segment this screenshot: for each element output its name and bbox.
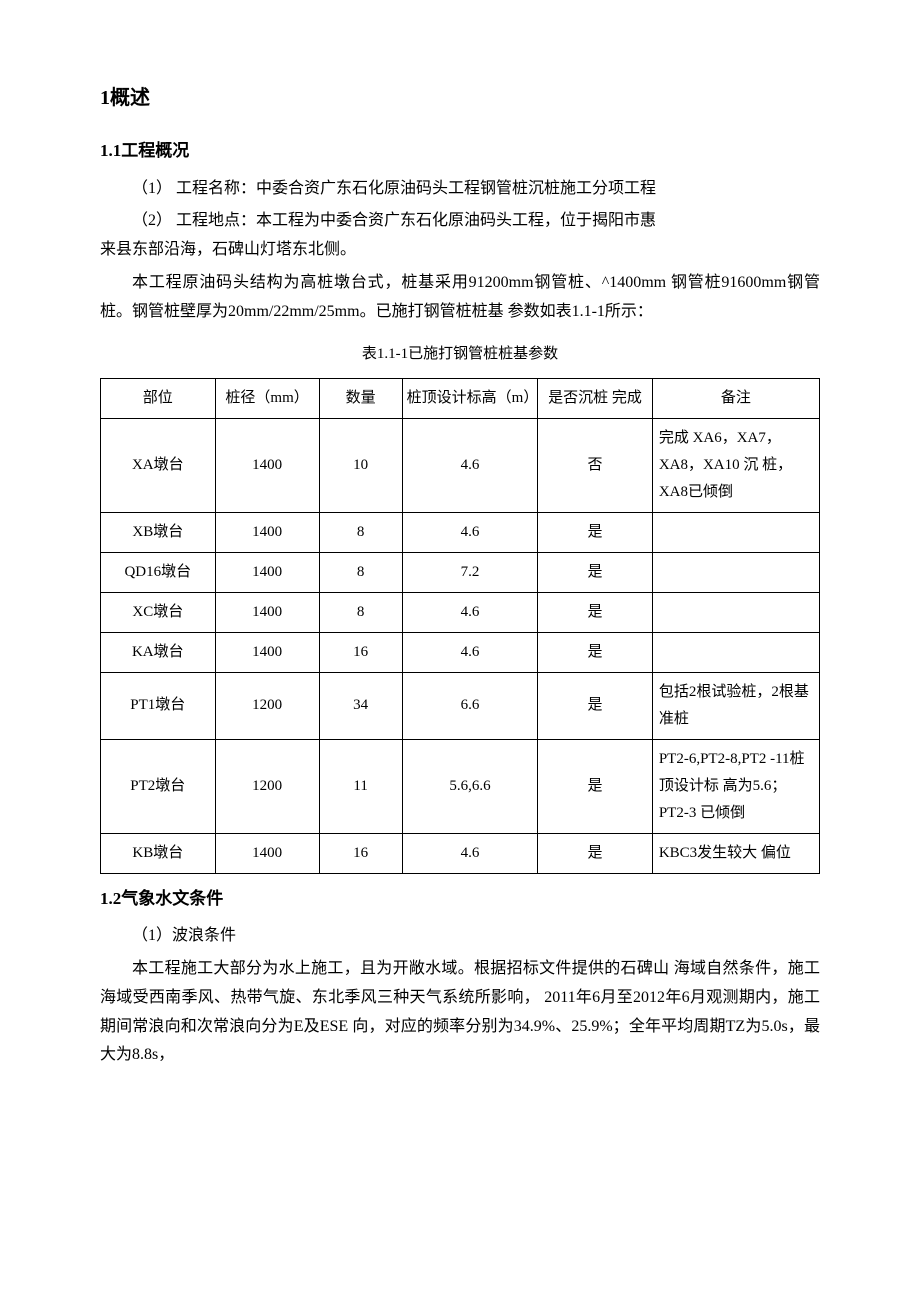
cell-dia: 1400 — [215, 552, 319, 592]
cell-dia: 1400 — [215, 592, 319, 632]
cell-done: 是 — [538, 672, 653, 739]
cell-remark — [652, 512, 819, 552]
heading-project-overview: 1.1工程概况 — [100, 136, 820, 167]
cell-done: 是 — [538, 739, 653, 833]
cell-pos: PT2墩台 — [101, 739, 216, 833]
cell-remark: 包括2根试验桩，2根基准桩 — [652, 672, 819, 739]
cell-pos: PT1墩台 — [101, 672, 216, 739]
cell-top: 4.6 — [402, 592, 538, 632]
cell-remark: PT2-6,PT2-8,PT2 -11桩顶设计标 高为5.6； PT2-3 已倾… — [652, 739, 819, 833]
th-completed: 是否沉桩 完成 — [538, 378, 653, 418]
th-top-elevation: 桩顶设计标高（m） — [402, 378, 538, 418]
cell-top: 7.2 — [402, 552, 538, 592]
cell-pos: QD16墩台 — [101, 552, 216, 592]
pile-parameters-table: 部位 桩径（mm） 数量 桩顶设计标高（m） 是否沉桩 完成 备注 XA墩台 1… — [100, 378, 820, 874]
cell-remark: KBC3发生较大 偏位 — [652, 833, 819, 873]
table-row: KA墩台 1400 16 4.6 是 — [101, 632, 820, 672]
cell-done: 否 — [538, 418, 653, 512]
cell-dia: 1400 — [215, 512, 319, 552]
table-caption: 表1.1-1已施打钢管桩桩基参数 — [100, 341, 820, 368]
cell-qty: 8 — [319, 592, 402, 632]
cell-done: 是 — [538, 512, 653, 552]
table-body: XA墩台 1400 10 4.6 否 完成 XA6，XA7，XA8，XA10 沉… — [101, 418, 820, 873]
cell-pos: KB墩台 — [101, 833, 216, 873]
cell-top: 4.6 — [402, 632, 538, 672]
cell-pos: KA墩台 — [101, 632, 216, 672]
location-line2: 来县东部沿海，石碑山灯塔东北侧。 — [100, 241, 356, 258]
heading-overview: 1概述 — [100, 80, 820, 116]
heading-weather-hydrology: 1.2气象水文条件 — [100, 884, 820, 915]
cell-top: 6.6 — [402, 672, 538, 739]
cell-pos: XC墩台 — [101, 592, 216, 632]
cell-qty: 8 — [319, 512, 402, 552]
para-pile-spec: 本工程原油码头结构为高桩墩台式，桩基采用91200mm钢管桩、^1400mm 钢… — [100, 269, 820, 327]
location-line1: （2） 工程地点：本工程为中委合资广东石化原油码头工程，位于揭阳市惠 — [100, 212, 656, 229]
cell-qty: 16 — [319, 833, 402, 873]
cell-remark — [652, 552, 819, 592]
cell-pos: XA墩台 — [101, 418, 216, 512]
para-project-location: （2） 工程地点：本工程为中委合资广东石化原油码头工程，位于揭阳市惠来县东部沿海… — [100, 207, 820, 265]
cell-dia: 1400 — [215, 418, 319, 512]
cell-done: 是 — [538, 592, 653, 632]
th-diameter: 桩径（mm） — [215, 378, 319, 418]
cell-remark — [652, 592, 819, 632]
cell-qty: 16 — [319, 632, 402, 672]
cell-dia: 1400 — [215, 833, 319, 873]
th-position: 部位 — [101, 378, 216, 418]
para-project-name: （1） 工程名称：中委合资广东石化原油码头工程钢管桩沉桩施工分项工程 — [100, 175, 820, 204]
table-header-row: 部位 桩径（mm） 数量 桩顶设计标高（m） 是否沉桩 完成 备注 — [101, 378, 820, 418]
th-remarks: 备注 — [652, 378, 819, 418]
cell-dia: 1400 — [215, 632, 319, 672]
cell-qty: 34 — [319, 672, 402, 739]
table-row: XC墩台 1400 8 4.6 是 — [101, 592, 820, 632]
th-quantity: 数量 — [319, 378, 402, 418]
cell-done: 是 — [538, 632, 653, 672]
cell-qty: 11 — [319, 739, 402, 833]
cell-top: 4.6 — [402, 833, 538, 873]
table-row: KB墩台 1400 16 4.6 是 KBC3发生较大 偏位 — [101, 833, 820, 873]
para-wave-conditions-body: 本工程施工大部分为水上施工，且为开敞水域。根据招标文件提供的石碑山 海域自然条件… — [100, 955, 820, 1070]
cell-top: 4.6 — [402, 512, 538, 552]
table-row: PT2墩台 1200 11 5.6,6.6 是 PT2-6,PT2-8,PT2 … — [101, 739, 820, 833]
para-wave-conditions-title: （1）波浪条件 — [100, 922, 820, 951]
cell-dia: 1200 — [215, 739, 319, 833]
table-row: XB墩台 1400 8 4.6 是 — [101, 512, 820, 552]
cell-done: 是 — [538, 552, 653, 592]
cell-top: 5.6,6.6 — [402, 739, 538, 833]
cell-dia: 1200 — [215, 672, 319, 739]
table-row: PT1墩台 1200 34 6.6 是 包括2根试验桩，2根基准桩 — [101, 672, 820, 739]
cell-remark: 完成 XA6，XA7，XA8，XA10 沉 桩，XA8已倾倒 — [652, 418, 819, 512]
cell-qty: 10 — [319, 418, 402, 512]
cell-qty: 8 — [319, 552, 402, 592]
cell-top: 4.6 — [402, 418, 538, 512]
cell-pos: XB墩台 — [101, 512, 216, 552]
cell-remark — [652, 632, 819, 672]
table-row: QD16墩台 1400 8 7.2 是 — [101, 552, 820, 592]
cell-done: 是 — [538, 833, 653, 873]
table-row: XA墩台 1400 10 4.6 否 完成 XA6，XA7，XA8，XA10 沉… — [101, 418, 820, 512]
